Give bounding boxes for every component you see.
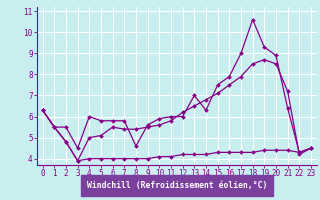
- X-axis label: Windchill (Refroidissement éolien,°C): Windchill (Refroidissement éolien,°C): [87, 181, 267, 190]
